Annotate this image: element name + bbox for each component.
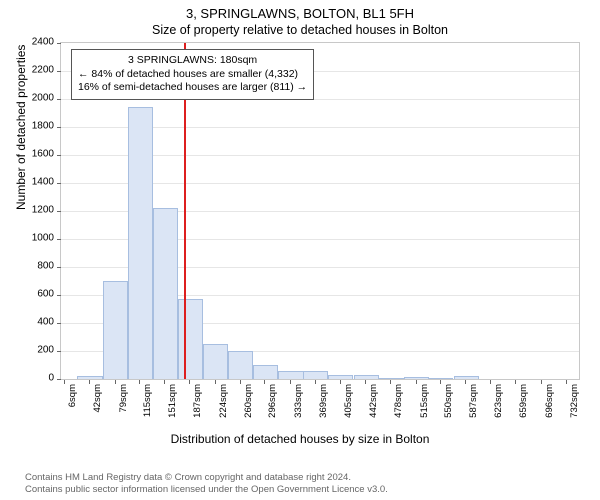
xtick-label: 659sqm [518,384,529,418]
xtick [290,380,291,384]
histogram-bar [228,351,253,379]
ytick-label: 1800 [22,121,54,132]
xtick-label: 151sqm [167,384,178,418]
histogram-bar [253,365,278,379]
ytick [57,351,61,352]
ytick [57,43,61,44]
xtick [440,380,441,384]
annotation-box: 3 SPRINGLAWNS: 180sqm← 84% of detached h… [71,49,314,100]
xtick-label: 79sqm [118,384,129,413]
xtick-label: 224sqm [218,384,229,418]
xtick-label: 515sqm [419,384,430,418]
xtick [215,380,216,384]
xtick [164,380,165,384]
histogram-bar [454,376,479,379]
xtick [566,380,567,384]
ytick-label: 1400 [22,177,54,188]
ytick-label: 800 [22,261,54,272]
ytick-label: 2400 [22,37,54,48]
xtick [365,380,366,384]
xtick [139,380,140,384]
histogram-bar [428,378,453,379]
xtick [390,380,391,384]
xtick-label: 369sqm [318,384,329,418]
chart-container: 3 SPRINGLAWNS: 180sqm← 84% of detached h… [60,42,580,422]
ytick-label: 1600 [22,149,54,160]
histogram-bar [354,375,379,379]
ytick [57,267,61,268]
xtick-label: 115sqm [142,384,153,417]
page-title-address: 3, SPRINGLAWNS, BOLTON, BL1 5FH [0,0,600,21]
ytick [57,71,61,72]
xtick-label: 696sqm [544,384,555,418]
page-title-subtitle: Size of property relative to detached ho… [0,23,600,37]
ytick [57,239,61,240]
xtick [64,380,65,384]
annotation-line: 3 SPRINGLAWNS: 180sqm [78,54,307,68]
ytick-label: 1200 [22,205,54,216]
xtick [264,380,265,384]
plot-area: 3 SPRINGLAWNS: 180sqm← 84% of detached h… [60,42,580,380]
ytick [57,211,61,212]
xtick-label: 550sqm [443,384,454,418]
xtick-label: 587sqm [468,384,479,418]
xtick [490,380,491,384]
xtick-label: 187sqm [192,384,203,418]
histogram-bar [103,281,128,379]
ytick [57,99,61,100]
xtick [541,380,542,384]
xtick-label: 260sqm [243,384,254,418]
histogram-bar [379,378,404,379]
ytick [57,155,61,156]
xtick-label: 6sqm [67,384,78,407]
xtick-label: 42sqm [92,384,103,413]
footer-attribution: Contains HM Land Registry data © Crown c… [0,472,600,496]
ytick-label: 0 [22,373,54,384]
xtick-label: 442sqm [368,384,379,418]
histogram-bar [153,208,178,379]
xtick [89,380,90,384]
histogram-bar [404,377,429,379]
xtick [515,380,516,384]
xtick [465,380,466,384]
ytick-label: 600 [22,289,54,300]
ytick-label: 200 [22,345,54,356]
xtick [240,380,241,384]
xtick [315,380,316,384]
histogram-bar [178,299,203,379]
xtick [340,380,341,384]
ytick-label: 2000 [22,93,54,104]
xtick-label: 333sqm [293,384,304,418]
footer-line2: Contains public sector information licen… [25,484,600,496]
histogram-bar [303,371,328,379]
ytick [57,127,61,128]
annotation-line: ← 84% of detached houses are smaller (4,… [78,68,307,82]
ytick [57,323,61,324]
xtick-label: 732sqm [569,384,580,418]
annotation-line: 16% of semi-detached houses are larger (… [78,81,307,95]
ytick-label: 400 [22,317,54,328]
xtick-label: 405sqm [343,384,354,418]
ytick [57,183,61,184]
histogram-bar [77,376,102,379]
xtick-label: 478sqm [393,384,404,418]
ytick [57,295,61,296]
footer-line1: Contains HM Land Registry data © Crown c… [25,472,600,484]
xtick [416,380,417,384]
histogram-bar [278,371,303,379]
ytick-label: 2200 [22,65,54,76]
histogram-bar [203,344,228,379]
x-axis-label: Distribution of detached houses by size … [0,432,600,446]
ytick [57,379,61,380]
xtick-label: 296sqm [267,384,278,418]
ytick-label: 1000 [22,233,54,244]
xtick [189,380,190,384]
xtick-label: 623sqm [493,384,504,418]
histogram-bar [128,107,153,379]
histogram-bar [328,375,353,379]
xtick [115,380,116,384]
